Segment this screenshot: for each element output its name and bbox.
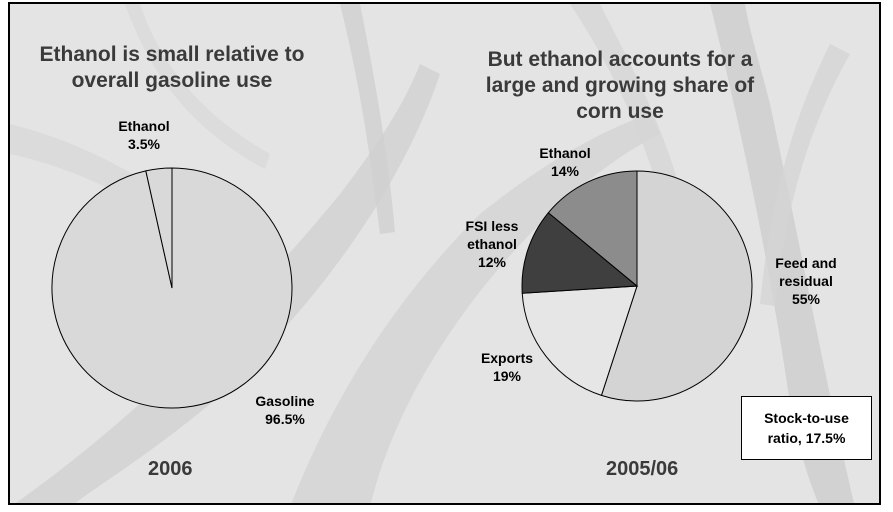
left-chart-year: 2006	[148, 458, 193, 480]
feed-residual-label: Feed and residual 55%	[775, 255, 836, 307]
left-chart-title: Ethanol is small relative to overall gas…	[39, 43, 305, 92]
gasoline-label: Gasoline 96.5%	[255, 393, 314, 427]
stock-to-use-line1: Stock-to-use	[764, 410, 849, 426]
right-chart-title: But ethanol accounts for a large and gro…	[485, 48, 755, 123]
fsi-less-ethanol-slice	[521, 211, 639, 294]
ethanol-label-right: Ethanol 14%	[539, 145, 590, 179]
stock-to-use-line2: ratio, 17.5%	[767, 430, 846, 446]
fsi-less-ethanol-label: FSI less ethanol 12%	[466, 218, 519, 270]
ethanol-label-left: Ethanol 3.5%	[118, 118, 169, 152]
stock-to-use-box: Stock-to-use ratio, 17.5%	[741, 396, 872, 460]
exports-slice	[521, 285, 638, 397]
right-chart-year: 2005/06	[606, 458, 679, 480]
exports-label: Exports 19%	[481, 350, 533, 384]
ethanol-slice-right	[547, 170, 638, 288]
feed-residual-slice	[600, 170, 753, 402]
chart-frame: Ethanol is small relative to overall gas…	[8, 2, 881, 505]
ethanol-slice-left	[145, 167, 173, 289]
pie-charts: Gasoline 96.5% Ethanol 3.5% Feed and residual…	[51, 118, 837, 427]
